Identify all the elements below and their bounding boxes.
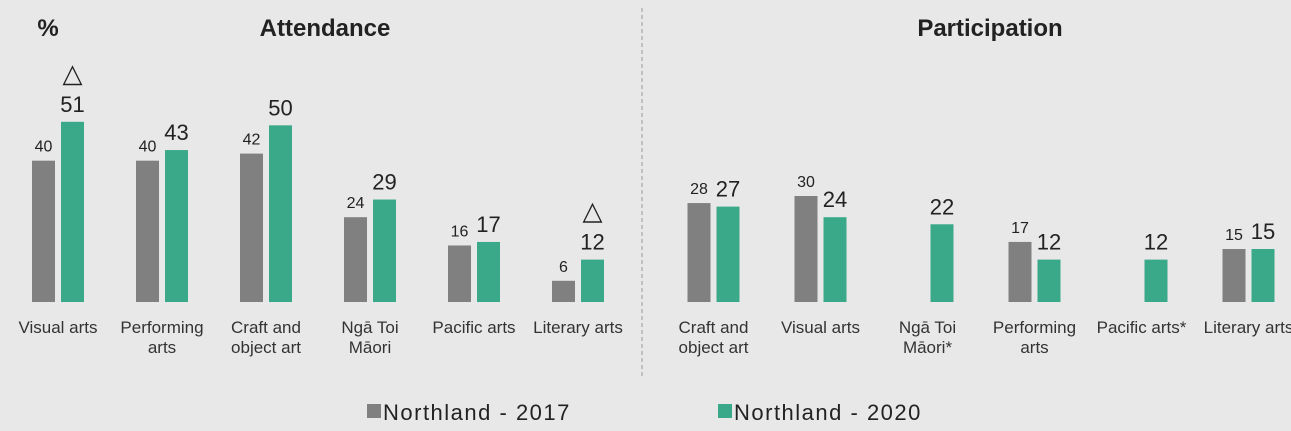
x-tick-label: Pacific arts* — [1096, 318, 1187, 337]
y-label: % — [37, 15, 58, 42]
value-label: 40 — [35, 139, 53, 156]
value-label: 15 — [1225, 227, 1243, 244]
value-label: 16 — [451, 223, 469, 240]
bar — [1222, 249, 1246, 302]
value-label: 15 — [1251, 219, 1275, 244]
bar — [448, 245, 471, 302]
x-tick-label: Visual arts — [18, 318, 98, 337]
value-label: 12 — [1037, 230, 1061, 255]
bar — [930, 224, 954, 302]
panel-title: Attendance — [260, 15, 391, 42]
bar — [61, 121, 84, 302]
bar — [240, 153, 263, 302]
bar — [136, 160, 159, 302]
bar — [477, 241, 500, 302]
bar — [32, 160, 55, 302]
bar — [581, 259, 604, 302]
value-label: 28 — [690, 181, 708, 198]
marker: △ — [63, 58, 83, 88]
value-label: 24 — [823, 187, 847, 212]
value-label: 24 — [347, 195, 365, 212]
legend-label: Northland - 2020 — [734, 400, 922, 425]
bar — [344, 217, 367, 302]
value-label: 6 — [559, 259, 568, 276]
bar — [1251, 249, 1275, 302]
bar — [687, 203, 711, 302]
value-label: 43 — [164, 120, 188, 145]
bar — [716, 206, 740, 302]
bar — [823, 217, 847, 302]
value-label: 12 — [1144, 230, 1168, 255]
x-tick-label: Pacific arts — [432, 318, 516, 337]
bar — [1144, 259, 1168, 302]
bar — [794, 196, 818, 302]
bar — [1037, 259, 1061, 302]
bar — [269, 125, 292, 302]
marker: △ — [583, 196, 603, 226]
x-tick-label: Literary arts — [1203, 318, 1291, 337]
x-tick-label: Visual arts — [780, 318, 861, 337]
value-label: 17 — [1011, 220, 1029, 237]
value-label: 12 — [580, 230, 604, 255]
bar — [165, 150, 188, 302]
x-tick-label: Craft and object art — [678, 318, 749, 357]
legend-swatch — [718, 404, 732, 418]
bar — [552, 280, 575, 302]
x-tick-label: Craft and object art — [231, 318, 301, 357]
x-tick-label: Literary arts — [533, 318, 623, 337]
value-label: 30 — [797, 174, 815, 191]
legend-label: Northland - 2017 — [383, 400, 571, 425]
x-tick-label: Performing arts — [992, 318, 1077, 357]
legend-swatch — [367, 404, 381, 418]
value-label: 22 — [930, 194, 954, 219]
panel-title: Participation — [917, 15, 1062, 42]
bar — [373, 199, 396, 302]
x-tick-label: Ngā Toi Māori* — [898, 318, 957, 357]
value-label: 51 — [60, 92, 84, 117]
x-tick-label: Ngā Toi Māori — [341, 318, 399, 357]
value-label: 27 — [716, 177, 740, 202]
x-tick-label: Performing arts — [120, 318, 204, 357]
value-label: 29 — [372, 170, 396, 195]
value-label: 17 — [476, 212, 500, 237]
value-label: 40 — [139, 139, 157, 156]
bar — [1008, 241, 1032, 302]
value-label: 42 — [243, 132, 261, 149]
value-label: 50 — [268, 95, 292, 120]
